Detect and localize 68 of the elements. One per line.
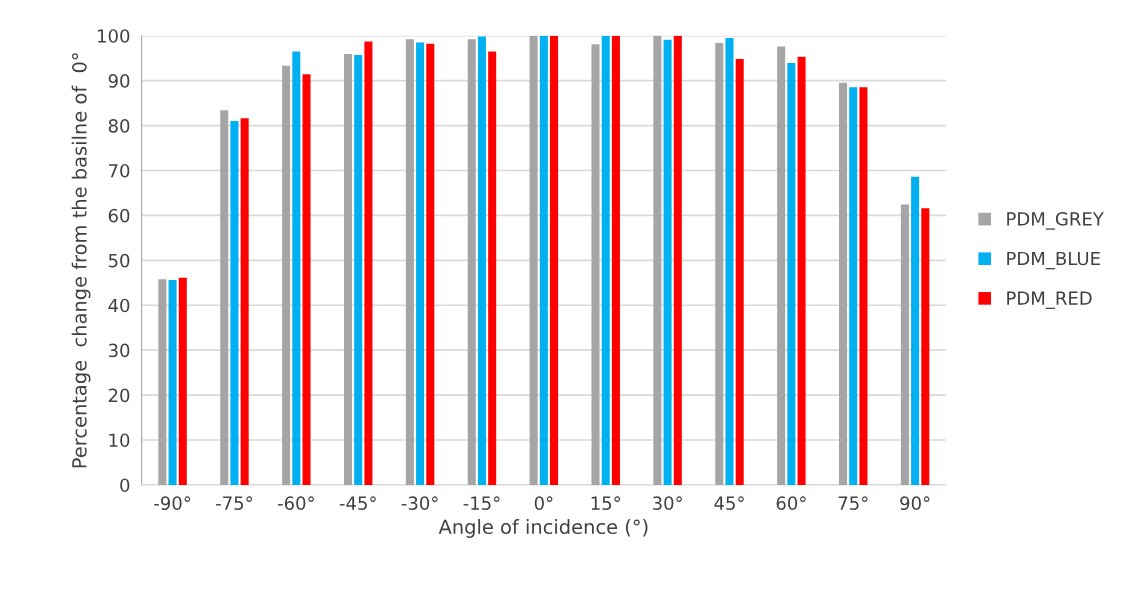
x-tick-label: -45° xyxy=(339,496,376,511)
bar xyxy=(663,39,672,485)
bar xyxy=(787,63,796,485)
x-tick-label: 30° xyxy=(652,496,682,511)
bar xyxy=(539,35,548,485)
y-tick-label: 60 xyxy=(108,208,130,223)
y-tick-label: 70 xyxy=(109,163,130,178)
bar xyxy=(735,59,744,485)
bar xyxy=(343,54,353,485)
bar xyxy=(911,176,920,485)
bar xyxy=(282,65,291,485)
x-tick-label: -15° xyxy=(463,496,500,511)
bar xyxy=(859,87,868,485)
bar xyxy=(240,118,249,485)
legend-label: PDM_BLUE xyxy=(1007,251,1100,270)
bar xyxy=(292,51,301,485)
x-tick-label: -90° xyxy=(154,496,191,511)
bar xyxy=(302,74,311,485)
bar xyxy=(797,56,806,485)
legend-label: PDM_RED xyxy=(1007,291,1092,309)
y-axis-title: Percentage change from the basilne of 0° xyxy=(71,53,91,468)
legend-label: PDM_GREY xyxy=(1007,212,1104,230)
bar xyxy=(673,35,682,485)
x-tick-label: 15° xyxy=(591,496,620,511)
bar xyxy=(715,42,724,485)
x-tick-label: -60° xyxy=(277,496,314,511)
y-tick-label: 80 xyxy=(108,119,130,133)
y-tick-label: 30 xyxy=(108,343,130,358)
bar xyxy=(426,43,435,485)
bar xyxy=(777,46,786,485)
x-tick-label: -75° xyxy=(216,496,252,511)
bar xyxy=(921,208,930,485)
bar xyxy=(550,35,559,485)
x-tick-label: 45° xyxy=(714,496,744,511)
x-tick-label: -30° xyxy=(401,496,438,511)
y-tick-label: 90 xyxy=(108,74,130,88)
bar xyxy=(158,279,167,485)
x-axis-title: Angle of incidence (°) xyxy=(438,519,648,538)
x-tick-label: 60° xyxy=(776,496,806,511)
y-tick-label: 10 xyxy=(109,433,130,448)
bar xyxy=(364,41,373,485)
bar xyxy=(591,44,600,485)
bar xyxy=(168,280,177,485)
bar xyxy=(416,42,425,485)
bar xyxy=(488,51,497,485)
bar xyxy=(220,110,229,485)
y-tick-label: 0 xyxy=(120,478,130,493)
bar xyxy=(725,37,734,485)
bar xyxy=(601,35,610,485)
bar xyxy=(653,35,662,485)
bar xyxy=(354,55,363,485)
bar xyxy=(849,87,858,485)
y-tick-label: 40 xyxy=(108,298,130,313)
x-tick-label: 75° xyxy=(838,496,868,511)
y-tick-label: 50 xyxy=(108,253,130,268)
bar xyxy=(839,82,848,485)
bar xyxy=(477,36,486,485)
bar xyxy=(178,277,187,485)
y-tick-label: 20 xyxy=(108,388,130,403)
x-tick-label: 0° xyxy=(534,496,553,511)
bar xyxy=(611,35,620,485)
y-tick-label: 100 xyxy=(98,29,130,43)
bar xyxy=(529,35,538,485)
bar xyxy=(230,121,239,485)
bar xyxy=(900,204,909,485)
x-tick-label: 90° xyxy=(900,496,930,511)
bar xyxy=(405,39,414,485)
bar xyxy=(467,39,476,485)
